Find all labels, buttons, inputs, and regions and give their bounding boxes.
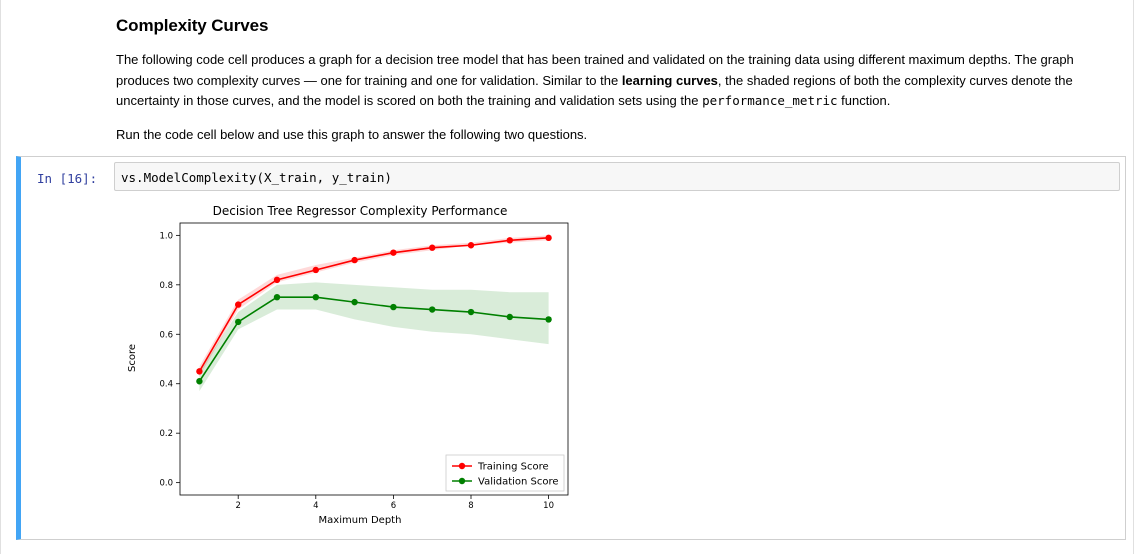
data-point [312,293,319,301]
y-tick-label: 0.6 [159,330,173,340]
code-cell[interactable]: In [16]: vs.ModelComplexity(X_train, y_t… [16,156,1126,540]
input-prompt: In [16]: [37,171,98,186]
y-tick-label: 0.4 [159,380,173,390]
data-point [506,237,513,244]
x-tick-label: 2 [235,501,240,511]
series-line-validation [198,296,549,382]
complexity-chart: Decision Tree Regressor Complexity Perfo… [127,204,569,526]
page-border [1133,0,1134,554]
data-point [429,244,436,251]
data-point [390,249,397,256]
page-border [0,0,1,554]
legend-marker [458,462,466,470]
code-source[interactable]: vs.ModelComplexity(X_train, y_train) [121,170,392,185]
x-tick-label: 10 [543,501,554,511]
x-tick-label: 6 [391,501,396,511]
data-point [467,242,475,249]
x-tick-label: 8 [468,501,473,511]
y-axis-label: Score [127,344,138,372]
chart-title: Decision Tree Regressor Complexity Perfo… [213,204,508,218]
description-paragraph: The following code cell produces a graph… [116,50,1116,112]
series-line-training [198,237,549,372]
data-point [351,256,358,264]
legend-marker [458,477,466,485]
chart-legend: Training Score Validation Score [445,454,565,492]
y-tick-label: 0.8 [159,281,173,291]
data-point [235,318,242,326]
bold-term: learning curves [621,72,718,88]
data-point [273,293,281,301]
y-tick-label: 1.0 [159,231,173,241]
chart-axes: 2 4 6 8 10 0.0 0.2 0.4 0.6 0.8 1.0 [159,222,569,511]
data-point [235,301,242,308]
data-point [545,316,552,323]
data-point [351,298,358,306]
markdown-cell[interactable]: Complexity Curves The following code cel… [116,16,1116,145]
data-point [545,234,552,242]
data-point [506,313,513,321]
data-point [273,276,281,284]
chart-output: Decision Tree Regressor Complexity Perfo… [119,197,579,537]
data-point [196,368,203,375]
series-lines [198,237,549,382]
plot-frame [179,222,569,496]
description-text: function. [837,93,891,108]
description-text: The following code cell produces a graph… [116,52,1074,88]
data-point [196,378,203,385]
data-point [467,308,475,316]
data-point [312,266,319,274]
description-text: , the shaded regions of both the complex… [116,72,1073,109]
x-tick-label: 4 [313,501,318,511]
data-point [390,303,397,311]
legend-label: Validation Score [478,477,559,488]
data-point [429,306,436,313]
inline-code: performance_metric [702,93,838,108]
instruction-paragraph: Run the code cell below and use this gra… [116,126,588,142]
y-tick-label: 0.0 [159,479,173,489]
section-heading: Complexity Curves [116,16,269,35]
x-axis-label: Maximum Depth [319,515,402,526]
series-points [196,234,552,385]
code-editor[interactable]: vs.ModelComplexity(X_train, y_train) [114,162,1120,191]
legend-box [445,454,565,492]
legend-label: Training Score [477,462,549,473]
y-tick-label: 0.2 [159,429,173,439]
